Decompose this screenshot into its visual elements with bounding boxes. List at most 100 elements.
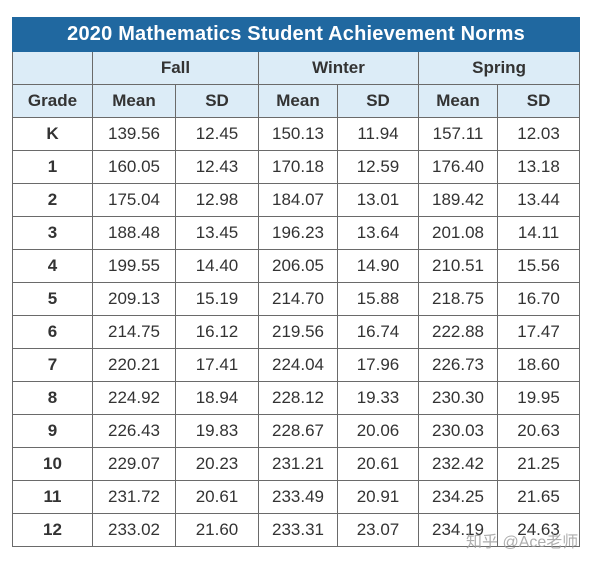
value-cell: 12.45: [175, 117, 259, 151]
value-cell: 228.67: [258, 414, 338, 448]
value-cell: 214.75: [92, 315, 176, 349]
value-cell: 170.18: [258, 150, 338, 184]
value-cell: 231.21: [258, 447, 338, 481]
value-cell: 20.91: [337, 480, 419, 514]
value-cell: 214.70: [258, 282, 338, 316]
value-cell: 230.03: [418, 414, 498, 448]
value-cell: 210.51: [418, 249, 498, 283]
value-cell: 15.56: [496, 249, 581, 283]
value-cell: 12.98: [175, 183, 259, 217]
table-row: 9 226.43 19.83 228.67 20.06 230.03 20.63: [12, 414, 581, 448]
value-cell: 209.13: [92, 282, 176, 316]
grade-cell: 6: [12, 315, 93, 349]
table-row: 10 229.07 20.23 231.21 20.61 232.42 21.25: [12, 447, 581, 481]
value-cell: 228.12: [258, 381, 338, 415]
grade-cell: 1: [12, 150, 93, 184]
value-cell: 150.13: [258, 117, 338, 151]
value-cell: 184.07: [258, 183, 338, 217]
value-cell: 15.19: [175, 282, 259, 316]
grade-cell: 7: [12, 348, 93, 382]
value-cell: 157.11: [418, 117, 498, 151]
value-cell: 12.43: [175, 150, 259, 184]
value-cell: 226.73: [418, 348, 498, 382]
value-cell: 189.42: [418, 183, 498, 217]
value-cell: 206.05: [258, 249, 338, 283]
value-cell: 139.56: [92, 117, 176, 151]
grade-cell: 12: [12, 513, 93, 547]
value-cell: 19.33: [337, 381, 419, 415]
value-cell: 233.31: [258, 513, 338, 547]
value-cell: 160.05: [92, 150, 176, 184]
value-cell: 14.90: [337, 249, 419, 283]
column-header: SD: [337, 84, 419, 118]
table-row: 5 209.13 15.19 214.70 15.88 218.75 16.70: [12, 282, 581, 316]
value-cell: 21.60: [175, 513, 259, 547]
watermark: 知乎 @Ace老师: [466, 534, 579, 551]
value-cell: 20.06: [337, 414, 419, 448]
value-cell: 176.40: [418, 150, 498, 184]
value-cell: 232.42: [418, 447, 498, 481]
table-row: 12 233.02 21.60 233.31 23.07 234.19 24.63: [12, 513, 581, 547]
value-cell: 20.63: [496, 414, 581, 448]
value-cell: 11.94: [337, 117, 419, 151]
column-header: SD: [496, 84, 581, 118]
column-header: Grade: [12, 84, 93, 118]
value-cell: 234.25: [418, 480, 498, 514]
value-cell: 13.01: [337, 183, 419, 217]
value-cell: 18.94: [175, 381, 259, 415]
value-cell: 21.25: [496, 447, 581, 481]
value-cell: 12.03: [496, 117, 581, 151]
value-cell: 20.61: [337, 447, 419, 481]
table-row: K 139.56 12.45 150.13 11.94 157.11 12.03: [12, 117, 581, 151]
value-cell: 233.49: [258, 480, 338, 514]
grade-cell: 3: [12, 216, 93, 250]
value-cell: 230.30: [418, 381, 498, 415]
table-row: 1 160.05 12.43 170.18 12.59 176.40 13.18: [12, 150, 581, 184]
value-cell: 14.11: [496, 216, 581, 250]
value-cell: 226.43: [92, 414, 176, 448]
column-header: Mean: [258, 84, 338, 118]
value-cell: 20.23: [175, 447, 259, 481]
grade-cell: K: [12, 117, 93, 151]
column-header: Mean: [92, 84, 176, 118]
value-cell: 16.70: [496, 282, 581, 316]
grade-cell: 11: [12, 480, 93, 514]
value-cell: 15.88: [337, 282, 419, 316]
value-cell: 17.96: [337, 348, 419, 382]
value-cell: 14.40: [175, 249, 259, 283]
value-cell: 201.08: [418, 216, 498, 250]
value-cell: 13.18: [496, 150, 581, 184]
group-header: Winter: [258, 51, 419, 85]
value-cell: 233.02: [92, 513, 176, 547]
value-cell: 19.95: [496, 381, 581, 415]
grade-cell: 10: [12, 447, 93, 481]
grade-cell: 9: [12, 414, 93, 448]
value-cell: 18.60: [496, 348, 581, 382]
value-cell: 13.45: [175, 216, 259, 250]
norms-table: 2020 Mathematics Student Achievement Nor…: [11, 17, 581, 547]
grade-cell: 8: [12, 381, 93, 415]
table-title: 2020 Mathematics Student Achievement Nor…: [11, 17, 581, 52]
group-header: Spring: [417, 51, 581, 85]
column-header: SD: [175, 84, 259, 118]
value-cell: 229.07: [92, 447, 176, 481]
value-cell: 199.55: [92, 249, 176, 283]
value-cell: 196.23: [258, 216, 338, 250]
value-cell: 13.64: [337, 216, 419, 250]
value-cell: 13.44: [496, 183, 581, 217]
table-row: 6 214.75 16.12 219.56 16.74 222.88 17.47: [12, 315, 581, 349]
value-cell: 19.83: [175, 414, 259, 448]
value-cell: 12.59: [337, 150, 419, 184]
table-row: 3 188.48 13.45 196.23 13.64 201.08 14.11: [12, 216, 581, 250]
value-cell: 21.65: [496, 480, 581, 514]
table-row: 7 220.21 17.41 224.04 17.96 226.73 18.60: [12, 348, 581, 382]
grade-cell: 4: [12, 249, 93, 283]
corner-cell: [12, 51, 93, 85]
column-header: Mean: [418, 84, 498, 118]
value-cell: 224.04: [258, 348, 338, 382]
group-header: Fall: [92, 51, 259, 85]
table-row: 2 175.04 12.98 184.07 13.01 189.42 13.44: [12, 183, 581, 217]
grade-cell: 2: [12, 183, 93, 217]
value-cell: 20.61: [175, 480, 259, 514]
